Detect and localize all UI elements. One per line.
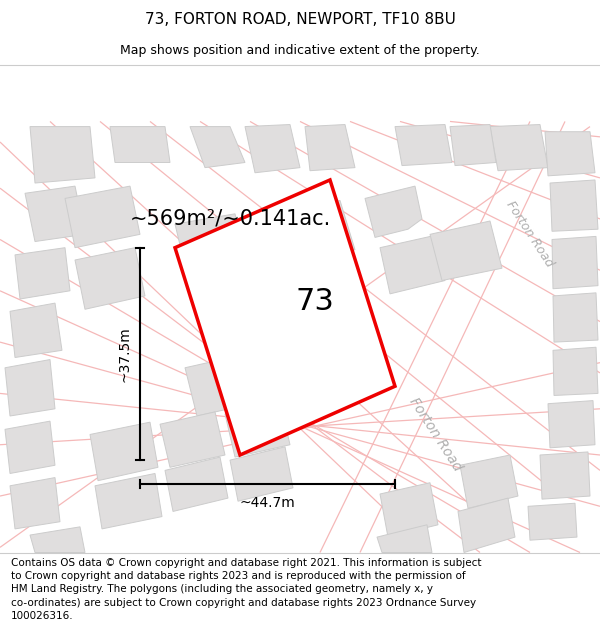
Polygon shape bbox=[10, 303, 62, 358]
Polygon shape bbox=[110, 127, 170, 162]
Text: ~44.7m: ~44.7m bbox=[239, 496, 295, 510]
Polygon shape bbox=[365, 186, 422, 238]
Polygon shape bbox=[305, 124, 355, 171]
Polygon shape bbox=[458, 498, 515, 552]
Polygon shape bbox=[548, 401, 595, 448]
Text: Forton Road: Forton Road bbox=[504, 199, 556, 270]
Text: 73, FORTON ROAD, NEWPORT, TF10 8BU: 73, FORTON ROAD, NEWPORT, TF10 8BU bbox=[145, 12, 455, 27]
Polygon shape bbox=[25, 186, 85, 241]
Polygon shape bbox=[65, 186, 140, 248]
Polygon shape bbox=[5, 359, 55, 416]
Text: ~37.5m: ~37.5m bbox=[118, 326, 132, 382]
Text: Contains OS data © Crown copyright and database right 2021. This information is : Contains OS data © Crown copyright and d… bbox=[11, 558, 481, 568]
Polygon shape bbox=[395, 124, 452, 166]
Text: to Crown copyright and database rights 2023 and is reproduced with the permissio: to Crown copyright and database rights 2… bbox=[11, 571, 466, 581]
Polygon shape bbox=[380, 236, 445, 294]
Polygon shape bbox=[225, 402, 290, 457]
Polygon shape bbox=[430, 221, 502, 281]
Polygon shape bbox=[490, 124, 548, 171]
Polygon shape bbox=[545, 132, 595, 176]
Text: Map shows position and indicative extent of the property.: Map shows position and indicative extent… bbox=[120, 44, 480, 58]
Polygon shape bbox=[540, 452, 590, 499]
Polygon shape bbox=[30, 527, 85, 552]
Polygon shape bbox=[15, 248, 70, 299]
Polygon shape bbox=[175, 180, 395, 455]
Polygon shape bbox=[30, 127, 95, 183]
Text: Forton Road: Forton Road bbox=[406, 395, 464, 474]
Polygon shape bbox=[165, 457, 228, 511]
Polygon shape bbox=[245, 124, 300, 172]
Text: 73: 73 bbox=[296, 288, 334, 316]
Polygon shape bbox=[175, 214, 248, 279]
Polygon shape bbox=[75, 248, 145, 309]
Polygon shape bbox=[95, 474, 162, 529]
Polygon shape bbox=[552, 236, 598, 289]
Polygon shape bbox=[10, 478, 60, 529]
Polygon shape bbox=[380, 482, 438, 537]
Polygon shape bbox=[553, 348, 598, 396]
Text: co-ordinates) are subject to Crown copyright and database rights 2023 Ordnance S: co-ordinates) are subject to Crown copyr… bbox=[11, 598, 476, 608]
Polygon shape bbox=[160, 412, 225, 468]
Polygon shape bbox=[5, 421, 55, 474]
Polygon shape bbox=[240, 344, 308, 406]
Polygon shape bbox=[90, 422, 158, 481]
Text: 100026316.: 100026316. bbox=[11, 611, 73, 621]
Polygon shape bbox=[185, 356, 252, 416]
Polygon shape bbox=[460, 455, 518, 508]
Polygon shape bbox=[553, 293, 598, 342]
Polygon shape bbox=[190, 127, 245, 168]
Polygon shape bbox=[550, 180, 598, 231]
Text: HM Land Registry. The polygons (including the associated geometry, namely x, y: HM Land Registry. The polygons (includin… bbox=[11, 584, 433, 594]
Polygon shape bbox=[528, 503, 577, 540]
Polygon shape bbox=[377, 525, 432, 552]
Polygon shape bbox=[230, 447, 293, 501]
Polygon shape bbox=[450, 124, 496, 166]
Polygon shape bbox=[280, 201, 355, 262]
Text: ~569m²/~0.141ac.: ~569m²/~0.141ac. bbox=[130, 209, 331, 229]
